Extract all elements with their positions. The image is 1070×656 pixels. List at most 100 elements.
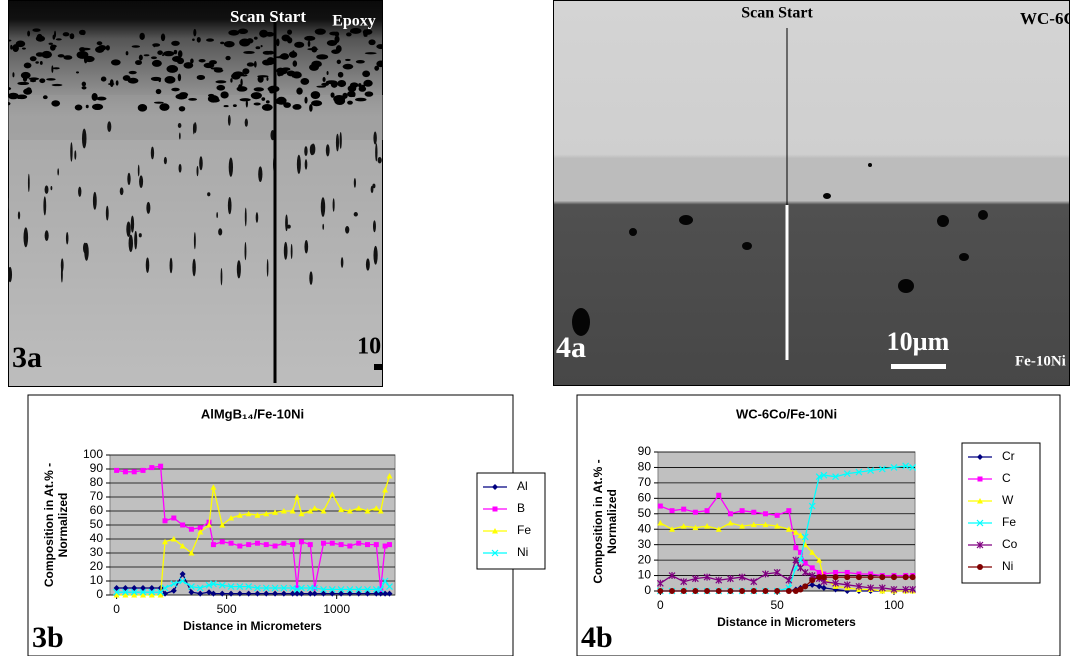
- marker: [236, 583, 244, 591]
- texture: [572, 163, 988, 336]
- legend-label: Fe: [517, 523, 531, 537]
- marker: [205, 581, 213, 589]
- x-tick-label: 50: [770, 598, 784, 612]
- marker: [219, 522, 226, 528]
- y-tick-label: 90: [90, 461, 104, 475]
- marker: [219, 539, 225, 545]
- texture: [16, 94, 28, 100]
- marker: [680, 588, 687, 594]
- texture: [296, 154, 301, 174]
- marker: [691, 575, 699, 583]
- texture: [23, 227, 29, 248]
- marker: [280, 590, 287, 597]
- marker: [254, 590, 261, 597]
- texture: [171, 40, 180, 46]
- texture: [364, 91, 374, 97]
- texture: [105, 45, 110, 51]
- texture: [260, 44, 263, 48]
- texture: [210, 67, 223, 70]
- texture: [331, 49, 341, 54]
- texture: [25, 87, 32, 94]
- texture: [255, 212, 259, 223]
- marker: [320, 585, 327, 593]
- marker: [131, 469, 137, 475]
- texture: [36, 33, 43, 42]
- texture: [10, 44, 13, 50]
- legend-marker: [977, 498, 983, 504]
- marker: [785, 588, 792, 594]
- marker: [832, 574, 839, 581]
- y-tick-label: 40: [90, 531, 104, 545]
- texture: [39, 78, 46, 84]
- texture: [320, 197, 326, 217]
- texture: [311, 100, 323, 107]
- marker: [188, 526, 194, 532]
- marker: [855, 574, 862, 581]
- texture: [60, 265, 63, 283]
- marker: [179, 571, 186, 577]
- y-tick-label: 10: [638, 568, 652, 582]
- marker: [298, 584, 305, 592]
- marker: [148, 592, 155, 598]
- texture: [65, 232, 69, 245]
- marker: [122, 585, 129, 591]
- texture: [336, 59, 342, 65]
- texture: [17, 211, 21, 220]
- texture: [355, 59, 365, 64]
- marker: [727, 575, 734, 583]
- texture: [373, 245, 378, 265]
- marker: [237, 543, 243, 549]
- marker: [727, 520, 734, 526]
- marker: [364, 590, 371, 597]
- marker: [228, 515, 235, 521]
- texture: [283, 102, 291, 108]
- marker: [294, 590, 301, 597]
- legend-label: C: [1002, 471, 1011, 485]
- texture: [250, 92, 262, 100]
- marker: [786, 508, 792, 514]
- texture: [267, 87, 276, 90]
- marker: [113, 585, 120, 591]
- x-tick-label: 500: [217, 602, 237, 616]
- marker: [149, 465, 155, 471]
- texture: [253, 36, 258, 40]
- texture: [342, 63, 354, 70]
- marker: [139, 588, 147, 596]
- texture: [131, 45, 141, 48]
- texture: [241, 74, 248, 77]
- texture: [17, 81, 30, 86]
- texture: [62, 32, 70, 37]
- marker: [704, 508, 710, 514]
- texture: [679, 215, 693, 225]
- texture: [345, 58, 351, 62]
- marker: [180, 522, 186, 528]
- texture: [347, 90, 356, 98]
- marker: [669, 508, 675, 514]
- texture: [337, 80, 347, 88]
- marker: [122, 469, 128, 475]
- texture: [368, 39, 376, 46]
- marker: [832, 579, 839, 587]
- marker: [311, 584, 319, 592]
- marker: [879, 574, 886, 581]
- marker: [131, 592, 138, 598]
- x-tick-label: 0: [657, 598, 664, 612]
- marker: [245, 510, 252, 517]
- texture: [377, 156, 382, 164]
- marker: [263, 590, 270, 597]
- texture: [28, 77, 40, 81]
- marker: [228, 540, 234, 546]
- marker: [254, 540, 260, 546]
- legend-marker: [976, 541, 984, 549]
- marker: [280, 584, 288, 592]
- marker: [704, 523, 711, 529]
- y-tick-label: 50: [638, 506, 652, 520]
- marker: [809, 581, 816, 588]
- scale-label: 10µm: [887, 327, 950, 356]
- marker: [692, 509, 698, 515]
- texture: [354, 97, 367, 102]
- legend-marker: [492, 484, 498, 490]
- marker: [338, 542, 344, 548]
- micrograph-4a: Scan Start WC-6Co 10µm Fe-10Ni 4a: [553, 0, 1070, 386]
